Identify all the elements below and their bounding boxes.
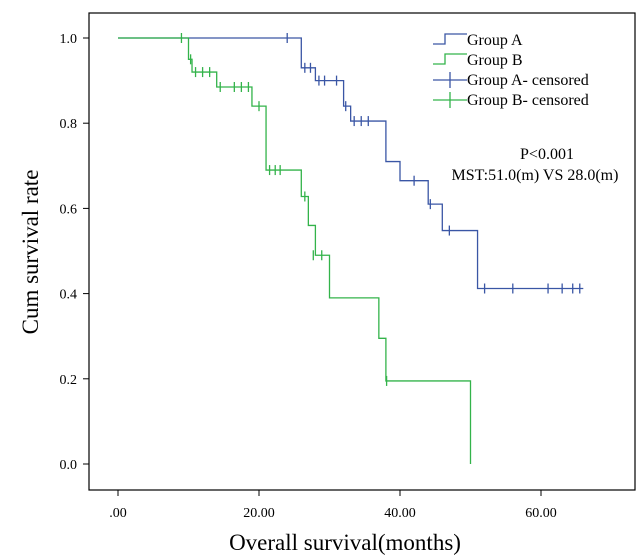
y-tick-label: 1.0 (60, 32, 78, 47)
series-layer (118, 33, 584, 464)
y-tick-label: 0.6 (60, 202, 78, 217)
legend: Group A Group B Group A- censored Group B- … (433, 32, 589, 109)
y-tick-label: 0.0 (60, 458, 78, 473)
legend-label-group-a-censored: Group A- censored (467, 72, 589, 89)
legend-label-group-a: Group A (467, 32, 523, 49)
mst-annotation: MST:51.0(m) VS 28.0(m) (452, 167, 619, 184)
group-b-survival-line (118, 37, 472, 464)
x-tick-label: .00 (109, 506, 127, 521)
x-tick-label: 60.00 (525, 506, 557, 521)
x-tick-label: 20.00 (243, 506, 275, 521)
group-a-survival-line (118, 37, 584, 290)
x-axis-title: Overall survival(months) (229, 530, 461, 555)
y-tick-label: 0.2 (60, 373, 78, 388)
legend-swatch-group-a (433, 33, 467, 45)
legend-swatch-group-b (433, 53, 467, 65)
legend-label-group-b: Group B (467, 52, 523, 69)
y-axis: 0.0 0.2 0.4 0.6 0.8 1.0 (60, 32, 89, 473)
legend-label-group-b-censored: Group B- censored (467, 92, 589, 109)
plot-frame (88, 12, 636, 491)
x-axis: .00 20.00 40.00 60.00 (109, 490, 557, 521)
x-tick-label: 40.00 (384, 506, 416, 521)
y-axis-title: Cum survival rate (18, 170, 43, 335)
y-tick-label: 0.4 (60, 288, 78, 303)
p-value-annotation: P<0.001 (520, 146, 574, 163)
y-tick-label: 0.8 (60, 117, 78, 132)
